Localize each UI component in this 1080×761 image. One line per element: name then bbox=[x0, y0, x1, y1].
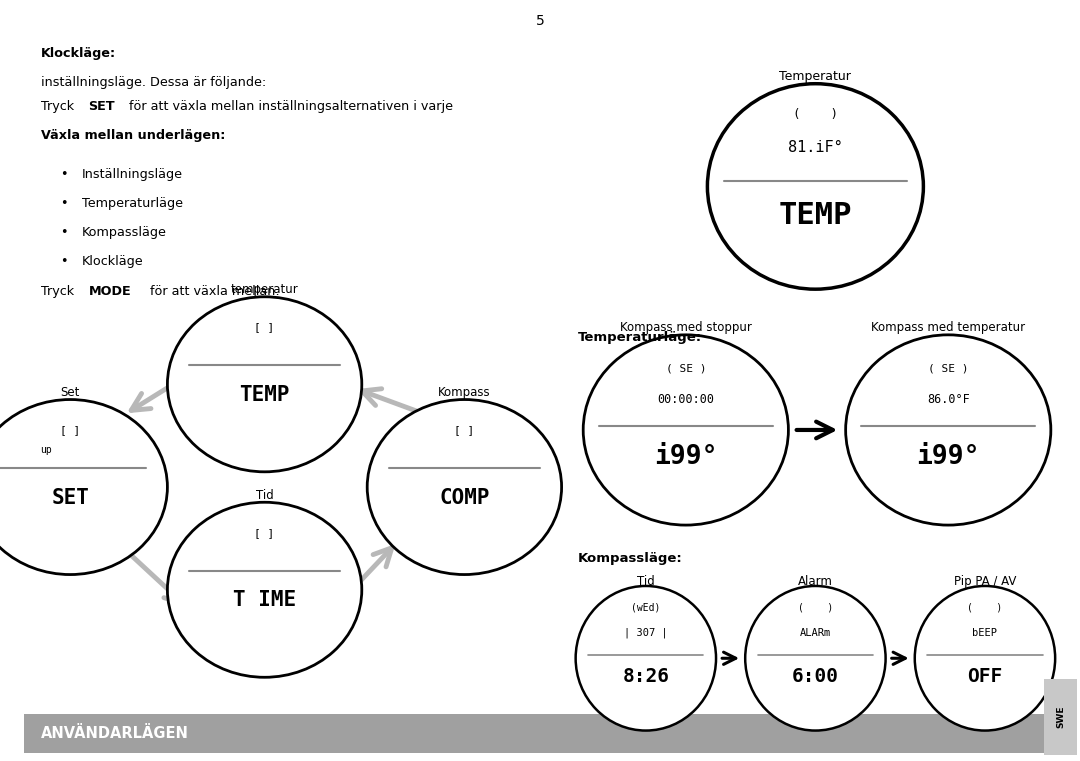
Text: Tid: Tid bbox=[256, 489, 273, 501]
Text: bEEP: bEEP bbox=[972, 628, 998, 638]
Text: i99°: i99° bbox=[917, 444, 980, 470]
Ellipse shape bbox=[367, 400, 562, 575]
Text: ( SE ): ( SE ) bbox=[928, 363, 969, 373]
Text: Temperaturläge:: Temperaturläge: bbox=[578, 331, 702, 344]
Text: TEMP: TEMP bbox=[240, 385, 289, 405]
Text: 81.iF°: 81.iF° bbox=[788, 140, 842, 155]
Text: Tryck: Tryck bbox=[41, 285, 78, 298]
Text: ( SE ): ( SE ) bbox=[665, 363, 706, 373]
Text: | 307 |: | 307 | bbox=[624, 628, 667, 638]
Text: 5: 5 bbox=[536, 14, 544, 28]
Ellipse shape bbox=[745, 586, 886, 731]
Text: up: up bbox=[40, 445, 52, 455]
Text: Tryck: Tryck bbox=[41, 100, 78, 113]
Text: Klockläge: Klockläge bbox=[82, 255, 144, 268]
Text: 00:00:00: 00:00:00 bbox=[658, 393, 714, 406]
Text: •: • bbox=[60, 168, 68, 181]
Text: Kompass med temperatur: Kompass med temperatur bbox=[872, 321, 1025, 334]
Text: SWE: SWE bbox=[1056, 705, 1065, 728]
Ellipse shape bbox=[576, 586, 716, 731]
Text: Kompassläge: Kompassläge bbox=[82, 226, 167, 239]
Text: i99°: i99° bbox=[654, 444, 717, 470]
Text: 86.0°F: 86.0°F bbox=[927, 393, 970, 406]
Text: Växla mellan underlägen:: Växla mellan underlägen: bbox=[41, 129, 226, 142]
Ellipse shape bbox=[846, 335, 1051, 525]
Text: temperatur: temperatur bbox=[231, 283, 298, 296]
Ellipse shape bbox=[583, 335, 788, 525]
Ellipse shape bbox=[167, 297, 362, 472]
Text: [ ]: [ ] bbox=[255, 528, 274, 538]
Text: för att växla mellan:: för att växla mellan: bbox=[146, 285, 280, 298]
Text: Alarm: Alarm bbox=[798, 575, 833, 587]
Text: ANVÄNDARLÄGEN: ANVÄNDARLÄGEN bbox=[41, 726, 189, 741]
Text: •: • bbox=[60, 226, 68, 239]
Text: MODE: MODE bbox=[89, 285, 131, 298]
Text: •: • bbox=[60, 255, 68, 268]
Text: Kompass med stoppur: Kompass med stoppur bbox=[620, 321, 752, 334]
Text: Pip PA / AV: Pip PA / AV bbox=[954, 575, 1016, 587]
Text: [ ]: [ ] bbox=[255, 323, 274, 333]
Bar bbox=[24, 714, 1044, 753]
Text: Tid: Tid bbox=[637, 575, 654, 587]
Ellipse shape bbox=[915, 586, 1055, 731]
Text: COMP: COMP bbox=[440, 488, 489, 508]
Text: Set: Set bbox=[60, 386, 80, 399]
Text: SET: SET bbox=[89, 100, 116, 113]
Text: inställningsläge. Dessa är följande:: inställningsläge. Dessa är följande: bbox=[41, 76, 267, 89]
Text: •: • bbox=[60, 197, 68, 210]
Text: Kompassläge:: Kompassläge: bbox=[578, 552, 683, 565]
Text: SET: SET bbox=[51, 488, 90, 508]
Text: T IME: T IME bbox=[233, 591, 296, 610]
Text: Temperaturläge: Temperaturläge bbox=[82, 197, 184, 210]
Text: 6:00: 6:00 bbox=[792, 667, 839, 686]
Ellipse shape bbox=[167, 502, 362, 677]
Text: [ ]: [ ] bbox=[60, 425, 80, 435]
Text: Inställningsläge: Inställningsläge bbox=[82, 168, 184, 181]
Text: Temperatur: Temperatur bbox=[780, 70, 851, 83]
Text: (    ): ( ) bbox=[798, 603, 833, 613]
Text: ALARm: ALARm bbox=[800, 628, 831, 638]
Text: för att växla mellan inställningsalternativen i varje: för att växla mellan inställningsalterna… bbox=[125, 100, 454, 113]
Text: TEMP: TEMP bbox=[779, 201, 852, 230]
Bar bbox=[1044, 679, 1077, 755]
Text: (    ): ( ) bbox=[968, 603, 1002, 613]
Ellipse shape bbox=[0, 400, 167, 575]
Text: [ ]: [ ] bbox=[455, 425, 474, 435]
Text: (    ): ( ) bbox=[793, 108, 838, 121]
Ellipse shape bbox=[707, 84, 923, 289]
Text: (wEd): (wEd) bbox=[631, 603, 661, 613]
Text: 8:26: 8:26 bbox=[622, 667, 670, 686]
Text: Kompass: Kompass bbox=[438, 386, 490, 399]
Text: Klockläge:: Klockläge: bbox=[41, 47, 117, 60]
Text: OFF: OFF bbox=[968, 667, 1002, 686]
